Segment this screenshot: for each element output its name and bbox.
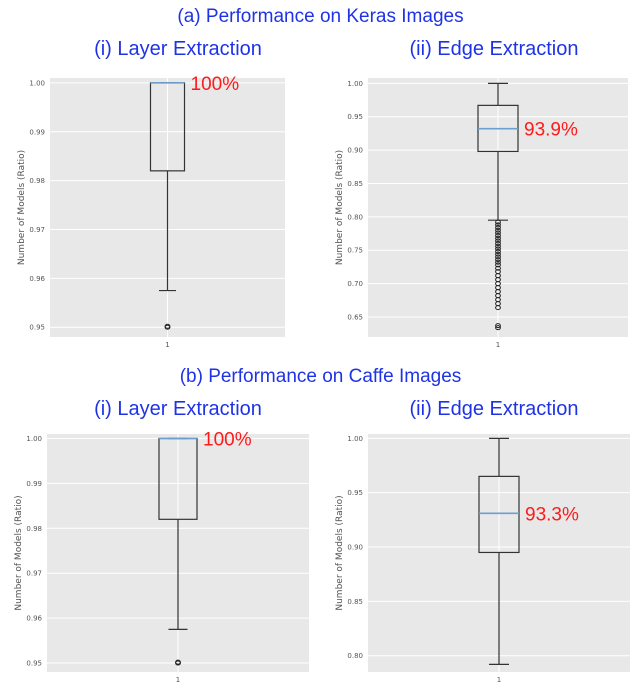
chart-1-flier-point xyxy=(495,225,501,231)
chart-caffe-layer: 0.95 0.96 0.97 0.98 0.99 1.00 1 Number of Model… xyxy=(0,429,320,688)
chart-keras-layer: 0.95 0.96 0.97 0.98 0.99 1.00 1 Number of Model… xyxy=(0,72,320,362)
chart-0-ytick-label: 0.97 xyxy=(29,226,45,234)
chart-1-flier-point xyxy=(495,249,501,255)
chart-keras-edge: 0.65 0.70 0.75 0.80 0.85 0.90 0.95 1.00 1 Number … xyxy=(321,72,641,362)
chart-2-ytick-label: 0.95 xyxy=(26,660,42,668)
chart-1-flier-point xyxy=(495,241,501,247)
chart-1-flier-point xyxy=(495,235,501,241)
chart-3-ytick-label: 0.80 xyxy=(347,652,363,660)
chart-caffe-layer-svg: 0.95 0.96 0.97 0.98 0.99 1.00 1 Number of Model… xyxy=(14,429,309,684)
chart-2-xtick-label: 1 xyxy=(176,676,180,684)
chart-1-flier-point xyxy=(495,222,501,228)
chart-keras-layer-svg: 0.95 0.96 0.97 0.98 0.99 1.00 1 Number of Model… xyxy=(17,74,285,349)
chart-1-flier-point xyxy=(495,257,501,263)
chart-2-ytick-label: 1.00 xyxy=(26,435,42,443)
chart-1-flier-point xyxy=(495,305,501,311)
chart-1-ytick-label: 0.90 xyxy=(347,147,363,155)
chart-3-ylabel: Number of Models (Ratio) xyxy=(335,495,345,610)
chart-2-ylabel: Number of Models (Ratio) xyxy=(14,495,24,610)
chart-2-flier-point xyxy=(175,659,181,665)
chart-3-ytick-label: 0.95 xyxy=(347,489,363,497)
chart-1-flier-point xyxy=(495,259,501,265)
chart-0-ytick-label: 0.99 xyxy=(29,128,45,136)
chart-2-ytick-label: 0.98 xyxy=(26,525,42,533)
chart-0-ytick-label: 0.95 xyxy=(29,324,45,332)
panel-title-caffe-edge: (ii) Edge Extraction xyxy=(409,398,579,420)
chart-1-flier-point xyxy=(495,230,501,236)
panel-title-keras-layer: (i) Layer Extraction xyxy=(94,38,262,60)
chart-3-xtick-label: 1 xyxy=(497,676,501,684)
chart-3-ytick-label: 0.85 xyxy=(347,598,363,606)
chart-1-flier-point xyxy=(495,227,501,233)
chart-1-ytick-label: 1.00 xyxy=(347,80,363,88)
section-title-keras: (a) Performance on Keras Images xyxy=(177,6,464,27)
chart-1-ytick-label: 0.65 xyxy=(347,313,363,321)
chart-1-flier-point xyxy=(495,233,501,239)
chart-caffe-edge: 0.80 0.85 0.90 0.95 1.00 1 Number of Models (R… xyxy=(321,430,641,688)
section-title-caffe: (b) Performance on Caffe Images xyxy=(179,366,462,387)
chart-1-annotation: 93.9% xyxy=(524,120,578,141)
chart-2-ytick-label: 0.97 xyxy=(26,570,42,578)
chart-0-xtick-label: 1 xyxy=(165,341,169,349)
chart-1-ytick-label: 0.75 xyxy=(347,247,363,255)
chart-1-ytick-label: 0.85 xyxy=(347,180,363,188)
chart-1-flier-point xyxy=(495,325,501,331)
chart-3-annotation: 93.3% xyxy=(525,504,579,525)
chart-0-annotation: 100% xyxy=(191,74,240,95)
chart-2-ytick-label: 0.99 xyxy=(26,480,42,488)
chart-3-ytick-label: 0.90 xyxy=(347,544,363,552)
panel-title-keras-edge: (ii) Edge Extraction xyxy=(409,38,579,60)
chart-1-ytick-label: 0.70 xyxy=(347,280,363,288)
chart-1-flier-point xyxy=(495,238,501,244)
chart-1-flier-point xyxy=(495,265,501,271)
chart-1-flier-point xyxy=(495,243,501,249)
chart-keras-edge-svg: 0.65 0.70 0.75 0.80 0.85 0.90 0.95 1.00 1 Number … xyxy=(335,78,628,349)
chart-0-ytick-label: 0.96 xyxy=(29,275,45,283)
chart-1-flier-point xyxy=(495,262,501,268)
chart-1-flier-point xyxy=(495,254,501,260)
chart-3-ytick-label: 1.00 xyxy=(347,435,363,443)
panel-title-caffe-layer: (i) Layer Extraction xyxy=(94,398,262,420)
chart-0-ylabel: Number of Models (Ratio) xyxy=(17,150,27,265)
chart-0-flier-point xyxy=(164,323,171,329)
chart-2-ytick-label: 0.96 xyxy=(26,615,42,623)
chart-1-flier-point xyxy=(495,251,501,257)
chart-1-ytick-label: 0.80 xyxy=(347,213,363,221)
chart-caffe-edge-svg: 0.80 0.85 0.90 0.95 1.00 1 Number of Models (R… xyxy=(335,434,630,684)
chart-1-flier-point xyxy=(495,219,501,225)
chart-0-ytick-label: 0.98 xyxy=(29,177,45,185)
chart-1-flier-point xyxy=(495,323,501,329)
chart-1-ylabel: Number of Models (Ratio) xyxy=(335,150,345,265)
chart-0-ytick-label: 1.00 xyxy=(29,79,45,87)
chart-3-box xyxy=(478,475,520,554)
chart-1-ytick-label: 0.95 xyxy=(347,113,363,121)
chart-2-annotation: 100% xyxy=(203,429,252,450)
chart-1-xtick-label: 1 xyxy=(496,341,500,349)
chart-1-flier-point xyxy=(495,246,501,252)
